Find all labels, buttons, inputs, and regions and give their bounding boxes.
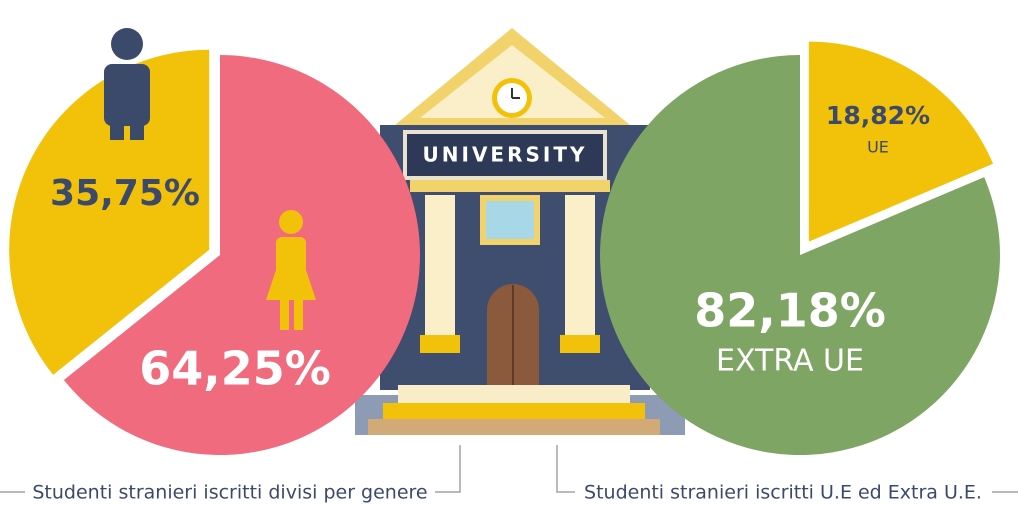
male-icon xyxy=(104,28,150,140)
building-sign: UNIVERSITY xyxy=(423,143,588,167)
pies xyxy=(9,41,1001,456)
chart-caption: Studenti stranieri iscritti divisi per g… xyxy=(32,482,427,504)
category-label: UE xyxy=(867,138,889,157)
pie-chart xyxy=(9,49,421,456)
value-label: 35,75% xyxy=(50,173,200,214)
pie-slice xyxy=(9,49,210,375)
category-label: EXTRA UE xyxy=(716,344,864,379)
female-icon xyxy=(266,210,316,330)
pie-slice xyxy=(600,55,1001,455)
pie-slice xyxy=(808,41,994,242)
chart-caption: Studenti stranieri iscritti U.E ed Extra… xyxy=(584,482,982,504)
pie-chart xyxy=(600,41,1001,455)
value-label: 18,82% xyxy=(826,101,930,130)
captions xyxy=(0,445,1018,493)
value-label: 82,18% xyxy=(694,284,886,338)
value-label: 64,25% xyxy=(139,342,331,396)
pie-slice xyxy=(63,55,421,456)
